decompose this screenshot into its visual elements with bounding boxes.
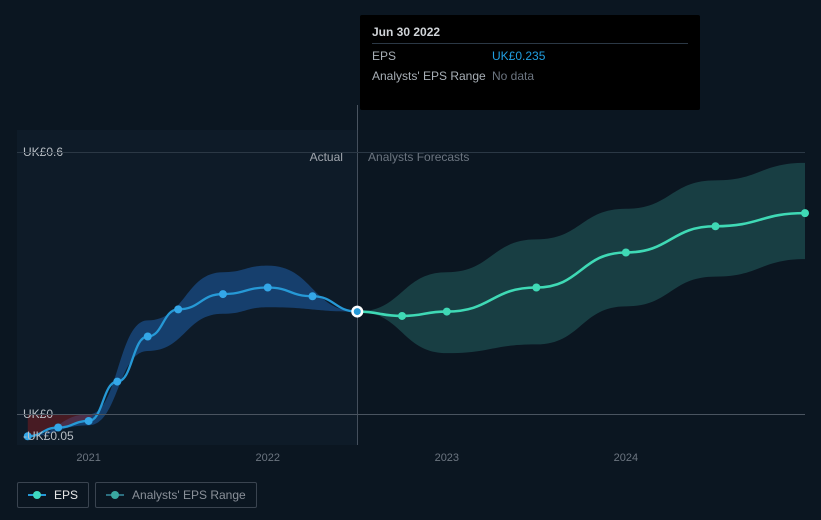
tooltip-date: Jun 30 2022	[372, 25, 688, 39]
tooltip-key: Analysts' EPS Range	[372, 69, 492, 83]
legend-item-range[interactable]: Analysts' EPS Range	[95, 482, 257, 508]
baseline	[17, 414, 805, 415]
divider	[372, 43, 688, 44]
chart-legend: EPS Analysts' EPS Range	[17, 482, 257, 508]
chart-svg	[17, 130, 805, 445]
x-axis-label: 2023	[435, 452, 459, 464]
legend-item-eps[interactable]: EPS	[17, 482, 89, 508]
tooltip-key: EPS	[372, 49, 492, 63]
x-axis-label: 2022	[255, 452, 279, 464]
chart-tooltip: Jun 30 2022 EPS UK£0.235 Analysts' EPS R…	[360, 15, 700, 110]
plot-area	[17, 130, 805, 445]
x-axis-label: 2021	[76, 452, 100, 464]
y-axis-label: -UK£0.05	[23, 429, 74, 443]
x-axis-label: 2024	[614, 452, 638, 464]
eps-swatch-icon	[28, 491, 46, 499]
tooltip-row: Analysts' EPS Range No data	[372, 66, 688, 86]
legend-label: Analysts' EPS Range	[132, 488, 246, 502]
tooltip-value: UK£0.235	[492, 49, 545, 63]
gridline	[17, 152, 805, 153]
legend-label: EPS	[54, 488, 78, 502]
range-swatch-icon	[106, 491, 124, 499]
tooltip-row: EPS UK£0.235	[372, 46, 688, 66]
tooltip-value: No data	[492, 69, 534, 83]
